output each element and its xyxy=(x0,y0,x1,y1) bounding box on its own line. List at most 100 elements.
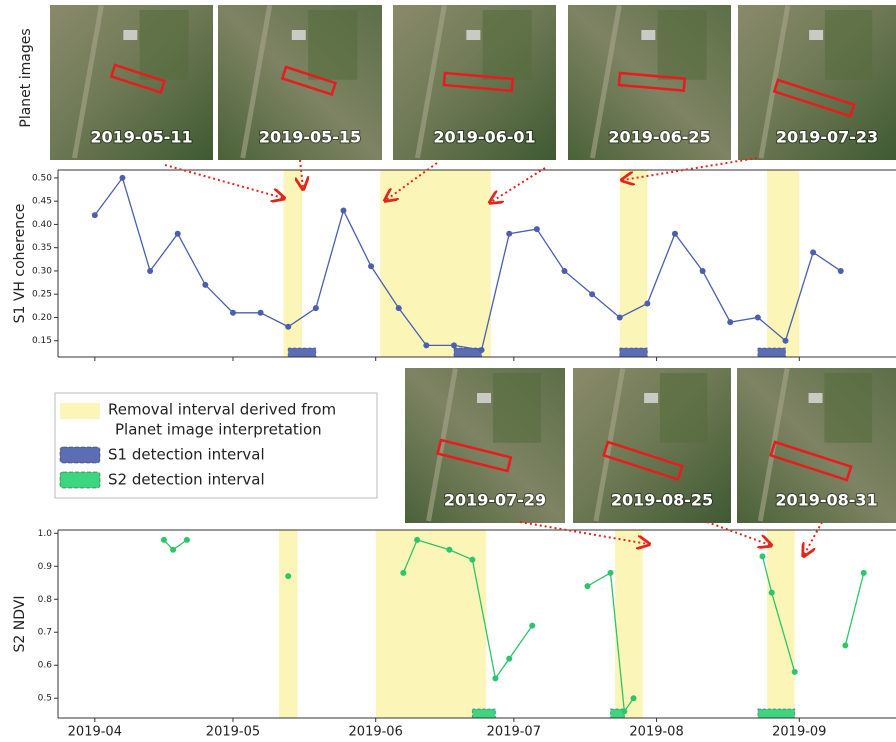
y-tick-label: 0.40 xyxy=(32,220,52,230)
y-tick-label: 0.50 xyxy=(32,173,52,183)
data-point xyxy=(161,537,167,543)
image-date: 2019-05-11 xyxy=(90,128,192,147)
detection-interval xyxy=(758,348,786,357)
data-point xyxy=(92,212,98,218)
image-building xyxy=(123,30,137,40)
image-field xyxy=(825,10,872,80)
image-building xyxy=(644,393,658,403)
data-point xyxy=(340,207,346,213)
legend-swatch xyxy=(60,403,100,419)
x-tick-label: 2019-07 xyxy=(487,725,541,740)
removal-interval xyxy=(615,530,643,718)
y-tick-label: 1.0 xyxy=(38,529,53,539)
planet-label: Planet images xyxy=(18,28,34,127)
arrow xyxy=(804,522,822,555)
image-field xyxy=(658,10,707,80)
image-date: 2019-08-25 xyxy=(611,491,713,510)
legend-label: S2 detection interval xyxy=(108,471,265,489)
data-point xyxy=(700,268,706,274)
image-field xyxy=(140,10,189,80)
data-point xyxy=(810,249,816,255)
data-point xyxy=(479,347,485,353)
data-point xyxy=(842,642,848,648)
image-field xyxy=(824,373,872,443)
image-date: 2019-06-25 xyxy=(608,128,710,147)
image-building xyxy=(466,30,480,40)
detection-interval xyxy=(758,709,795,718)
series-line xyxy=(164,540,864,712)
data-point xyxy=(782,338,788,344)
legend-label: Planet image interpretation xyxy=(115,421,322,439)
data-point xyxy=(184,537,190,543)
y-tick-label: 0.15 xyxy=(32,336,52,346)
figure: Planet images 2019-05-11 2019-05-15 2019-0… xyxy=(0,0,896,742)
x-tick-label: 2019-04 xyxy=(68,725,122,740)
planet-image: 2019-05-15 xyxy=(218,5,382,160)
image-building xyxy=(641,30,655,40)
data-point xyxy=(400,570,406,576)
data-point xyxy=(644,301,650,307)
data-point xyxy=(534,226,540,232)
data-point xyxy=(446,547,452,553)
data-point xyxy=(589,291,595,297)
data-point xyxy=(202,282,208,288)
removal-interval xyxy=(279,530,297,718)
arrow xyxy=(491,168,545,202)
image-building xyxy=(809,393,823,403)
data-point xyxy=(368,263,374,269)
detection-interval xyxy=(620,348,648,357)
data-point xyxy=(414,537,420,543)
y-tick-label: 0.6 xyxy=(38,661,53,671)
arrow xyxy=(707,522,770,545)
planet-image: 2019-08-31 xyxy=(737,368,896,523)
planet-image: 2019-05-11 xyxy=(50,5,213,160)
data-point xyxy=(469,557,475,563)
data-point xyxy=(838,268,844,274)
image-field xyxy=(660,373,707,443)
data-point xyxy=(631,695,637,701)
data-point xyxy=(727,319,733,325)
image-date: 2019-06-01 xyxy=(433,128,535,147)
image-field xyxy=(483,10,532,80)
removal-interval xyxy=(620,170,648,357)
data-point xyxy=(285,573,291,579)
data-point xyxy=(529,623,535,629)
detection-interval xyxy=(472,709,495,718)
y-tick-label: 0.45 xyxy=(32,197,52,207)
legend: Removal interval derived from Planet ima… xyxy=(55,393,377,498)
planet-image: 2019-06-01 xyxy=(393,5,556,160)
x-tick-label: 2019-06 xyxy=(349,725,403,740)
y-tick-label: 0.35 xyxy=(32,243,52,253)
planet-image: 2019-08-25 xyxy=(573,368,731,523)
image-field xyxy=(308,10,357,80)
data-point xyxy=(755,314,761,320)
data-point xyxy=(792,669,798,675)
legend-swatch xyxy=(60,472,100,488)
data-point xyxy=(230,310,236,316)
y-tick-label: 0.8 xyxy=(38,595,53,605)
arrow xyxy=(623,158,757,180)
data-point xyxy=(672,231,678,237)
removal-interval xyxy=(380,170,491,357)
data-point xyxy=(147,268,153,274)
legend-label: S1 detection interval xyxy=(108,446,265,464)
data-point xyxy=(759,553,765,559)
y-tick-label: 0.20 xyxy=(32,313,52,323)
data-point xyxy=(492,675,498,681)
data-point xyxy=(313,305,319,311)
image-building xyxy=(809,30,823,40)
image-date: 2019-08-31 xyxy=(775,491,877,510)
data-point xyxy=(861,570,867,576)
y-tick-label: 0.7 xyxy=(38,628,52,638)
data-point xyxy=(170,547,176,553)
data-point xyxy=(506,231,512,237)
y-tick-label: 0.25 xyxy=(32,290,52,300)
y-tick-label: 0.9 xyxy=(38,562,53,572)
planet-image: 2019-06-25 xyxy=(568,5,731,160)
data-point xyxy=(258,310,264,316)
data-point xyxy=(119,175,125,181)
legend-swatch xyxy=(60,447,100,463)
detection-interval xyxy=(288,348,316,357)
image-date: 2019-07-29 xyxy=(444,491,546,510)
